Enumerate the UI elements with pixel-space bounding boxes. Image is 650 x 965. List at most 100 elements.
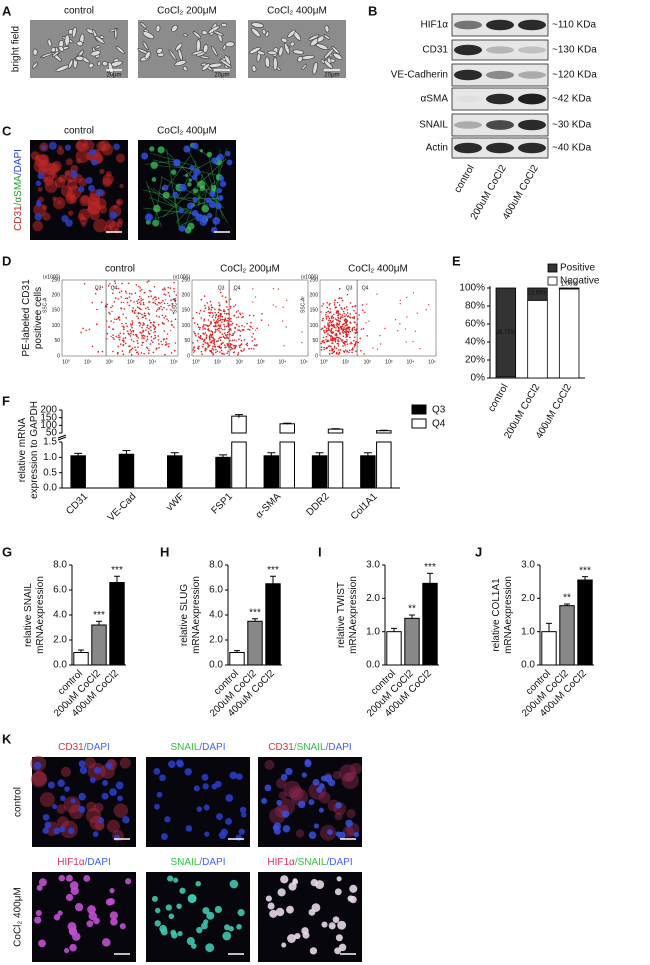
event-dot	[366, 303, 368, 305]
event-dot	[118, 291, 121, 294]
event-dot	[353, 321, 356, 323]
event-dot	[142, 331, 144, 333]
cell	[261, 797, 268, 805]
cell	[350, 762, 362, 775]
event-dot	[137, 317, 140, 319]
cell	[70, 164, 79, 173]
event-dot	[384, 327, 386, 330]
cell	[225, 794, 234, 802]
event-dot	[154, 330, 156, 333]
event-dot	[326, 306, 329, 309]
event-dot	[225, 335, 228, 337]
event-dot	[221, 321, 223, 323]
event-dot	[139, 312, 141, 315]
bar	[231, 441, 247, 489]
event-dot	[331, 349, 334, 352]
event-dot	[122, 353, 125, 356]
event-dot	[353, 316, 355, 319]
event-dot	[227, 308, 230, 311]
event-dot	[226, 331, 229, 334]
event-dot	[198, 336, 200, 338]
event-dot	[111, 292, 114, 295]
event-dot	[127, 282, 130, 285]
flow-tick: 10⁵	[300, 359, 308, 365]
event-dot	[255, 344, 257, 347]
blot-band	[486, 70, 514, 80]
event-dot	[229, 324, 232, 326]
cell	[267, 50, 278, 55]
event-dot	[345, 338, 348, 341]
bar-segment	[558, 287, 580, 290]
event-dot	[338, 340, 340, 343]
flow-tick: 250	[52, 277, 61, 283]
event-dot	[110, 335, 112, 338]
event-dot	[397, 330, 399, 332]
event-dot	[125, 316, 128, 319]
event-dot	[204, 304, 206, 307]
event-dot	[139, 303, 142, 306]
event-dot	[203, 318, 206, 321]
cell	[312, 61, 318, 75]
event-dot	[135, 349, 137, 351]
event-dot	[121, 322, 123, 325]
event-dot	[333, 325, 336, 327]
event-dot	[219, 314, 222, 316]
event-dot	[240, 343, 243, 345]
cell	[196, 926, 203, 934]
y-tick-label: 1.5	[43, 437, 57, 448]
event-dot	[346, 326, 349, 329]
label-part: /DAPI	[13, 149, 24, 175]
event-dot	[209, 323, 212, 325]
cell	[297, 800, 306, 809]
flow-tick: 250	[310, 277, 319, 283]
cell	[191, 174, 198, 181]
event-dot	[167, 286, 170, 289]
flow-frame	[319, 279, 437, 357]
event-dot	[349, 342, 352, 345]
event-dot	[131, 309, 134, 312]
event-dot	[343, 350, 346, 353]
significance: **	[563, 593, 571, 604]
cell	[276, 66, 281, 71]
flow-tick: 150	[310, 308, 319, 314]
event-dot	[130, 332, 132, 335]
event-dot	[120, 343, 122, 346]
event-dot	[200, 317, 203, 319]
cell	[281, 37, 288, 43]
event-dot	[154, 296, 157, 298]
event-dot	[230, 324, 233, 326]
y-tick-label: 0.0	[521, 660, 535, 671]
event-dot	[343, 342, 346, 345]
fiber	[207, 153, 220, 206]
event-dot	[137, 353, 140, 355]
bar-segment	[495, 287, 517, 378]
event-dot	[213, 343, 216, 346]
cell	[187, 182, 192, 187]
panel-label: A	[2, 3, 12, 18]
event-dot	[223, 309, 225, 311]
blot-band	[486, 46, 514, 54]
panel-label: B	[368, 3, 377, 18]
event-dot	[126, 297, 129, 300]
protein-label: HIF1α	[421, 20, 449, 31]
cell	[222, 931, 232, 941]
event-dot	[219, 325, 221, 328]
event-dot	[207, 343, 209, 346]
size-label: ~130 KDa	[552, 45, 597, 56]
cell	[342, 826, 354, 838]
event-dot	[218, 304, 221, 306]
y-tick-label: 80%	[465, 301, 485, 312]
event-dot	[365, 322, 367, 324]
event-dot	[350, 341, 352, 344]
cell	[119, 923, 126, 930]
event-dot	[221, 318, 224, 321]
event-dot	[344, 330, 346, 333]
event-dot	[251, 336, 253, 338]
event-dot	[130, 339, 133, 341]
event-dot	[333, 345, 336, 348]
cell	[269, 909, 278, 918]
y-tick-label: 2.0	[521, 593, 535, 604]
event-dot	[146, 347, 149, 350]
event-dot	[336, 342, 339, 345]
cell	[281, 942, 287, 948]
